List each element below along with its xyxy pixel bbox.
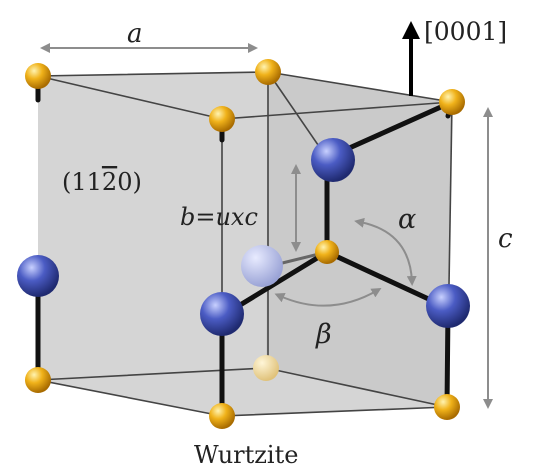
gold-atom-faded [253,355,279,381]
blue-atom-faded [241,245,283,287]
gold-atom [209,106,235,132]
gold-atom [25,367,51,393]
gold-atom [439,89,465,115]
label-direction: [0001] [424,17,507,46]
label-a: a [127,19,143,49]
blue-atom [426,284,470,328]
gold-atom [255,59,281,85]
gold-atom [315,240,339,264]
gold-atom [209,403,235,429]
label-plane: (1120) [62,168,142,196]
label-beta: β [315,319,332,350]
label-alpha: α [398,204,416,235]
plane-back-shade [266,72,452,407]
gold-atom [434,394,460,420]
label-b-relation: b=uxc [180,203,258,231]
angle-alpha-arc [354,217,417,286]
blue-atom [200,292,244,336]
gold-atom [25,63,51,89]
angle-beta-arc [274,287,382,307]
atoms [17,59,470,429]
blue-atom [311,138,355,182]
caption: Wurtzite [194,441,298,468]
label-c: c [498,224,513,254]
blue-atom [17,255,59,297]
